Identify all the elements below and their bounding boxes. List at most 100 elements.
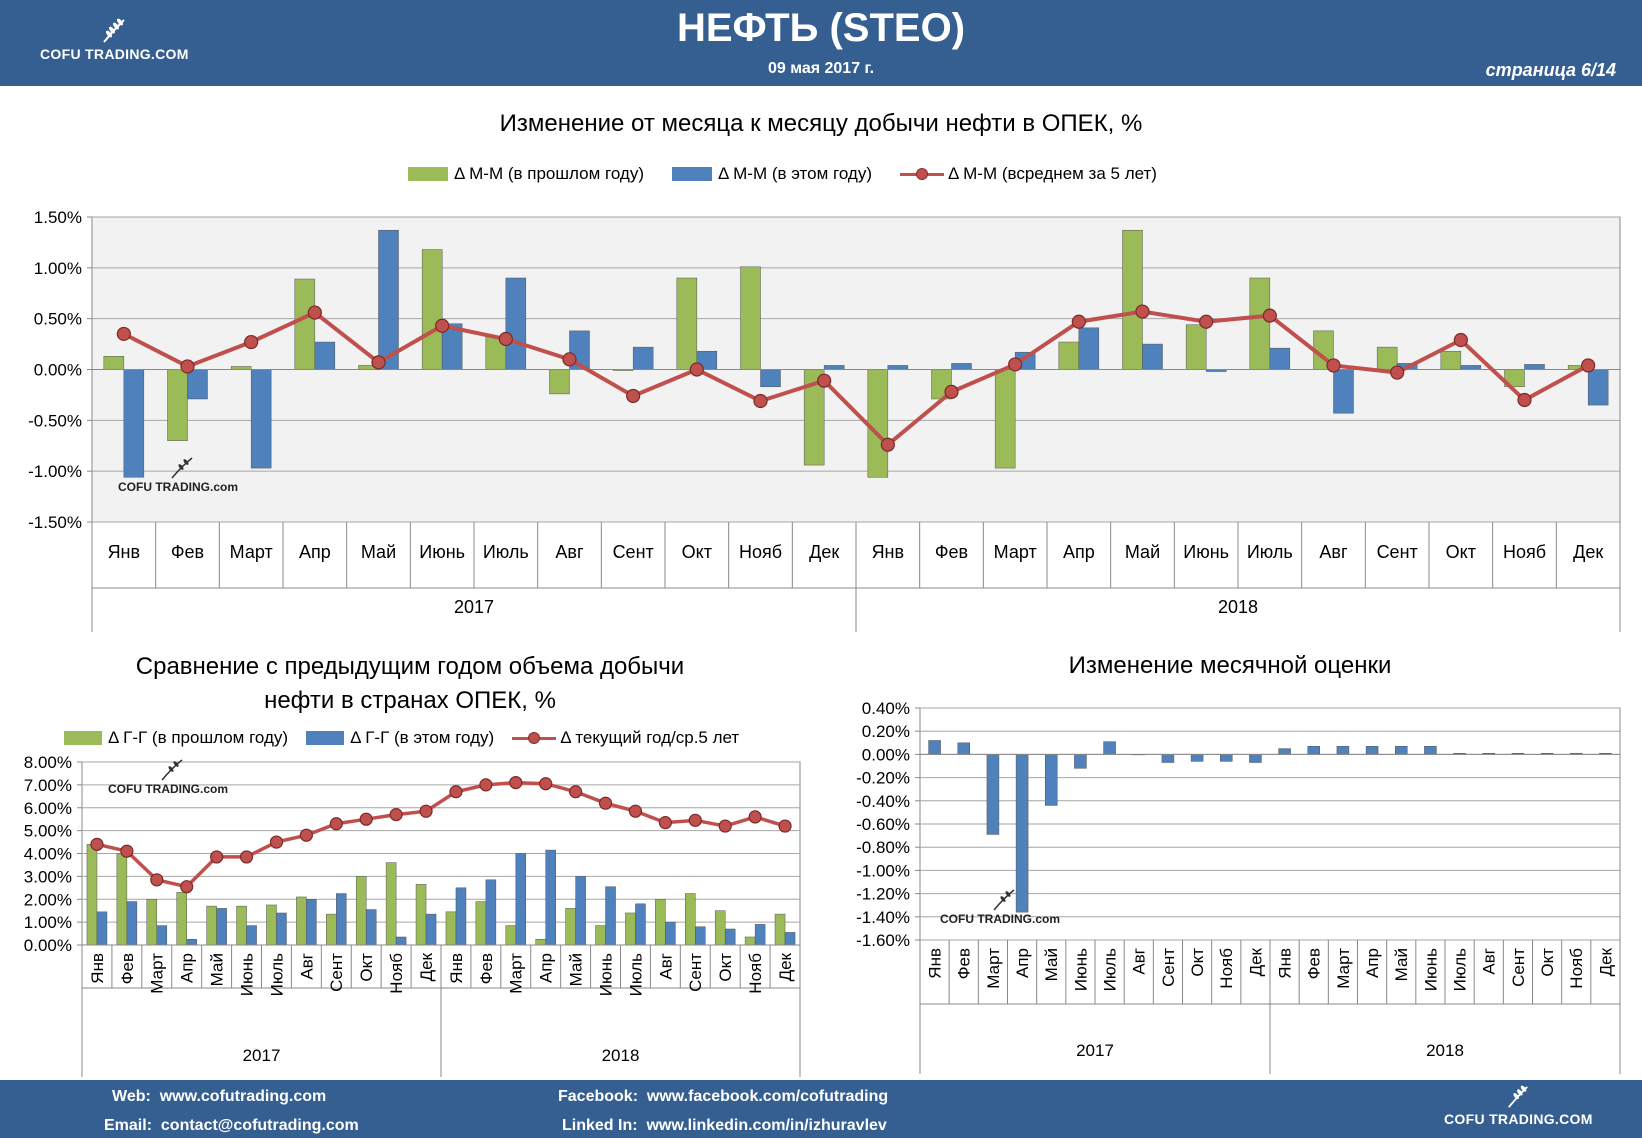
series-point	[419, 804, 433, 818]
series-point	[628, 804, 643, 818]
x-tick-label: Май	[1042, 948, 1061, 981]
watermark-chart2: COFU TRADING.com	[108, 758, 228, 796]
bar	[957, 742, 970, 755]
x-tick-label: Авг	[297, 953, 316, 980]
x-tick-label: Март	[994, 542, 1037, 562]
bar	[695, 926, 706, 946]
bar	[126, 901, 138, 946]
bar	[605, 886, 616, 946]
bar	[485, 879, 497, 946]
chart2-legend-item-avg: Δ текущий год/ср.5 лет	[512, 728, 739, 748]
series-point	[1071, 314, 1086, 329]
bar	[455, 887, 467, 946]
y-tick-label: -0.80%	[856, 838, 910, 857]
wheat-logo-icon	[1508, 1085, 1529, 1108]
bar	[250, 369, 272, 469]
x-tick-label: Июль	[1247, 542, 1293, 562]
bar	[1336, 746, 1350, 755]
series-point	[180, 880, 194, 894]
x-tick-label: Сент	[1159, 948, 1178, 987]
x-tick-label: Май	[1125, 542, 1160, 562]
bar	[146, 899, 158, 946]
footer-email-link[interactable]: contact@cofutrading.com	[160, 1117, 359, 1134]
y-tick-label: 0.20%	[862, 722, 910, 741]
bar	[425, 913, 437, 946]
bar	[336, 893, 347, 946]
x-tick-label: Авг	[656, 953, 675, 980]
footer-web: Web: www.cofutrading.com	[112, 1088, 327, 1105]
header-logo-text: COFU TRADING.COM	[40, 46, 189, 62]
y-tick-label: 1.50%	[34, 208, 82, 227]
bar	[266, 904, 277, 946]
y-tick-label: -1.40%	[856, 908, 910, 927]
bar	[216, 908, 227, 946]
bar	[365, 909, 377, 946]
series-point	[880, 437, 895, 452]
watermark-text: COFU TRADING.com	[118, 480, 238, 494]
series-point	[239, 850, 254, 864]
bar	[754, 924, 766, 946]
footer-web-link[interactable]: www.cofutrading.com	[159, 1088, 327, 1105]
series-point	[116, 326, 131, 342]
chart1-title: Изменение от месяца к месяцу добычи нефт…	[499, 110, 1143, 137]
bar	[1424, 746, 1437, 755]
x-tick-label: Окт	[716, 953, 735, 982]
series-point	[180, 359, 195, 374]
footer-facebook-link[interactable]: www.facebook.com/cofutrading	[646, 1088, 889, 1105]
bar	[655, 899, 666, 946]
bar	[86, 844, 98, 946]
series-point	[753, 393, 768, 409]
x-tick-label: Май	[208, 953, 227, 986]
y-tick-label: -1.50%	[28, 513, 82, 532]
series-line	[122, 309, 1590, 448]
footer-logo-text: COFU TRADING.COM	[1444, 1111, 1593, 1127]
header-logo: COFU TRADING.COM	[40, 18, 189, 62]
series-point	[688, 813, 702, 827]
footer-linkedin-link[interactable]: www.linkedin.com/in/izhuravlev	[646, 1117, 887, 1134]
bar	[296, 896, 307, 946]
x-tick-label: Апр	[1013, 948, 1032, 978]
series-point	[269, 835, 284, 849]
y-tick-label: 1.00%	[34, 259, 82, 278]
series-point	[150, 873, 164, 887]
bar	[1058, 341, 1080, 370]
watermark-text: COFU TRADING.com	[940, 912, 1060, 926]
series-point	[435, 318, 450, 333]
x-tick-label: Окт	[682, 542, 712, 562]
bar	[760, 369, 781, 388]
series-point	[498, 331, 513, 347]
x-tick-label: Июнь	[1071, 948, 1090, 991]
bar	[475, 901, 487, 946]
x-tick-label: Март	[984, 948, 1003, 989]
x-tick-label: Дек	[1596, 947, 1615, 976]
bar	[823, 365, 845, 370]
bar	[1045, 754, 1058, 806]
bar	[385, 862, 397, 946]
watermark-text: COFU TRADING.com	[108, 782, 228, 796]
x-tick-label: Янв	[872, 542, 905, 562]
y-tick-label: -1.60%	[856, 931, 910, 950]
bar	[575, 876, 586, 946]
x-tick-label: Авг	[555, 542, 584, 562]
series-point	[90, 837, 104, 851]
bar	[355, 876, 367, 946]
x-tick-label: Авг	[1130, 948, 1149, 975]
series-point	[1262, 308, 1277, 323]
x-tick-label: Фев	[955, 948, 974, 979]
footer-linkedin: Linked In: www.linkedin.com/in/izhuravle…	[562, 1117, 887, 1134]
bar	[1365, 746, 1379, 755]
series-point	[944, 384, 959, 399]
x-tick-label: Фев	[1305, 948, 1324, 979]
y-tick-label: -0.60%	[856, 815, 910, 834]
series-point	[817, 373, 832, 388]
bar	[1249, 754, 1262, 763]
bar	[103, 356, 125, 370]
x-tick-label: Окт	[1446, 542, 1476, 562]
x-tick-label: Июль	[1451, 948, 1470, 992]
series-point	[307, 305, 322, 320]
series-point	[658, 816, 672, 830]
bar	[1142, 343, 1163, 370]
bar	[1269, 347, 1291, 370]
series-point	[1453, 332, 1468, 348]
x-tick-label: Фев	[118, 953, 137, 984]
